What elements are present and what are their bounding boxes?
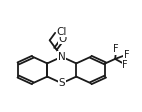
Text: F: F <box>113 44 119 54</box>
Text: O: O <box>59 34 67 44</box>
Text: S: S <box>59 78 65 88</box>
Text: Cl: Cl <box>56 27 66 37</box>
Text: F: F <box>122 59 128 70</box>
Text: F: F <box>124 50 129 60</box>
Text: N: N <box>58 52 66 62</box>
